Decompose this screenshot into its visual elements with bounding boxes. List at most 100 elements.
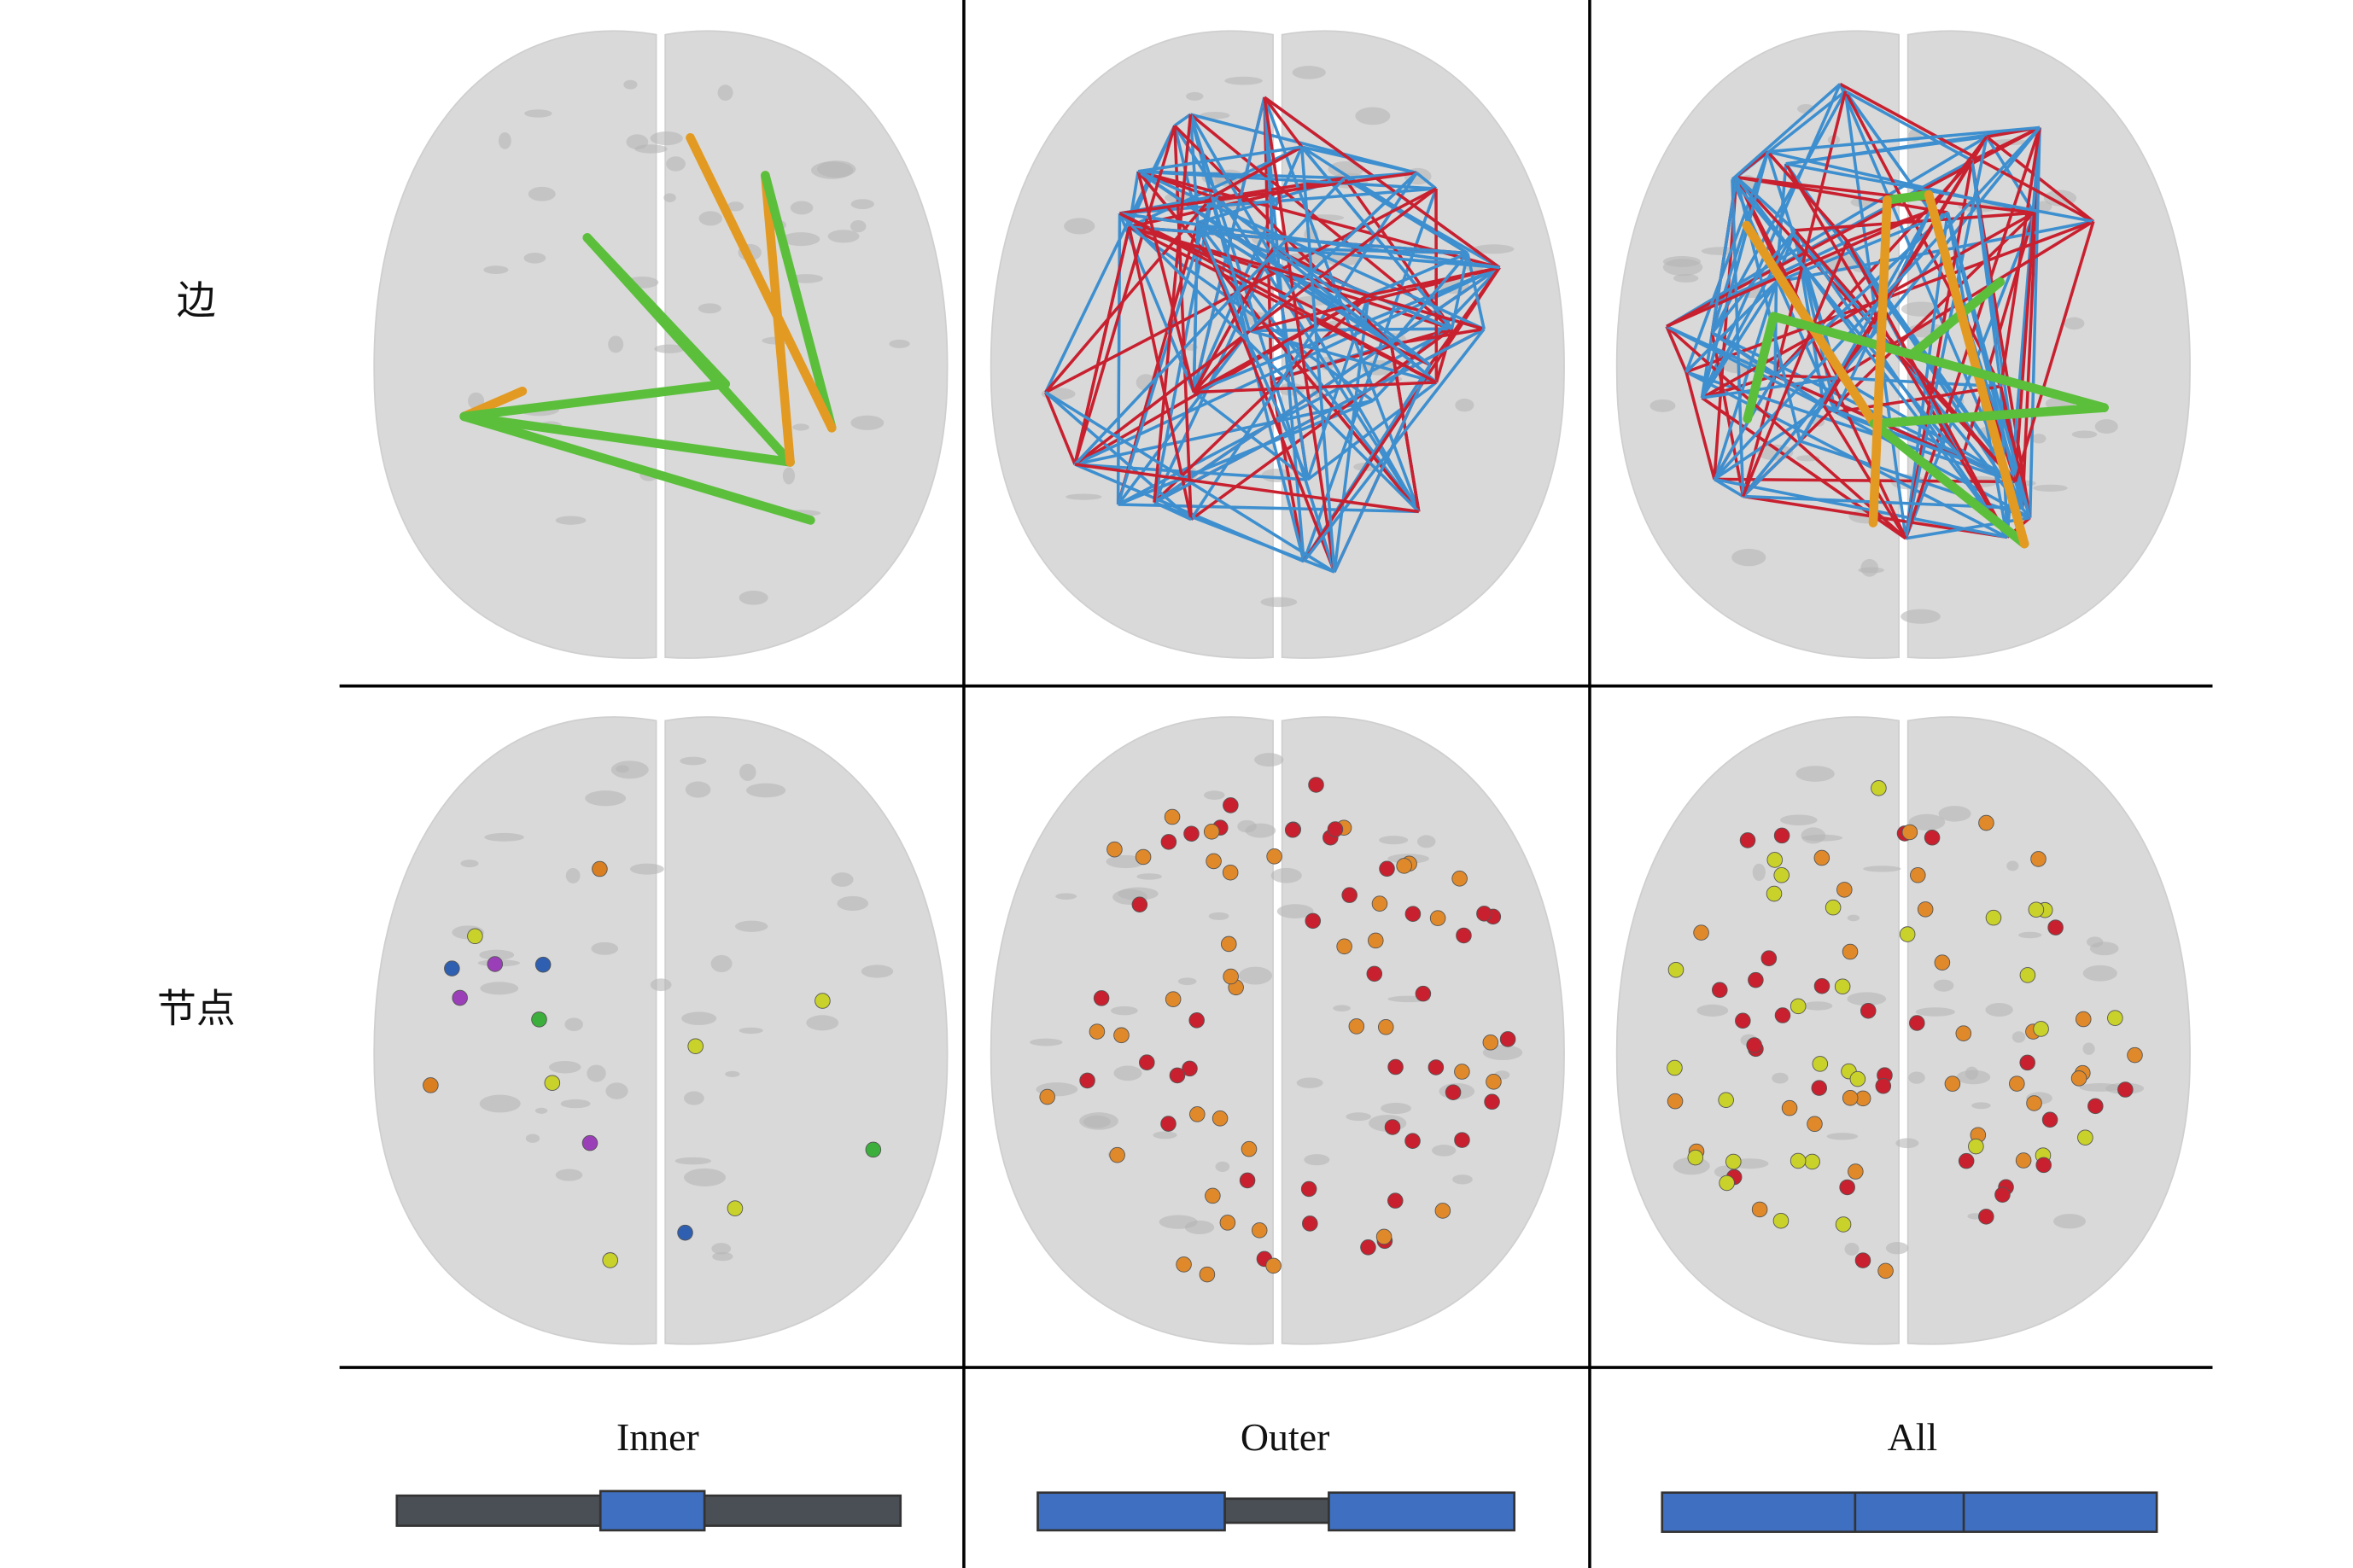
brain-sulcus [564,1017,583,1031]
brain-sulcus [2064,317,2085,330]
column-label: Inner [616,1415,699,1459]
node [602,1252,619,1268]
edge [1795,211,2035,232]
edge [1731,83,1842,181]
node [1813,849,1830,866]
node [1899,926,1916,942]
node [1387,1192,1404,1209]
node [1877,1262,1894,1279]
brain-sulcus [1296,1077,1323,1088]
node [1429,910,1446,926]
node [1428,1059,1445,1075]
edge [1735,176,1796,232]
node [1266,848,1282,865]
node [1748,971,1764,988]
node [1300,1180,1317,1198]
node [1135,848,1152,866]
node [1160,1116,1176,1132]
node [1308,777,1324,793]
brain-sulcus [1673,273,1699,283]
node [1379,860,1395,877]
node [1284,821,1301,838]
node [1219,1215,1236,1231]
edge [459,411,815,525]
brain-sulcus [1254,753,1284,767]
edge [2013,213,2036,482]
node [1476,906,1492,922]
node [1871,780,1887,796]
brain-sulcus [1159,1215,1198,1229]
node [1239,1172,1256,1189]
edge [1044,391,1335,574]
brain-sulcus [587,1064,606,1082]
edge [1904,212,1949,539]
brain-sulcus [548,1061,581,1074]
edge [1118,212,1420,513]
brain-sulcus [634,144,668,154]
node [2009,1075,2025,1092]
brain-sulcus [1662,259,1703,277]
brain-sulcus [1801,827,1826,844]
brain-sulcus [1224,76,1263,85]
node [1212,1110,1229,1127]
brain-sulcus [790,201,814,215]
node [1725,1153,1742,1170]
edge [1263,96,1336,573]
brain-sulcus [745,783,786,798]
brain-hemisphere [1906,716,2191,1345]
node [1160,834,1177,850]
edge [1450,253,1469,329]
brain-sulcus [484,832,524,842]
edge [1194,381,1437,394]
edge [1196,222,1336,573]
brain-sulcus [1847,914,1860,922]
node [1404,906,1422,922]
brain-sulcus [1965,1066,1979,1080]
node [1667,1059,1683,1076]
brain-sulcus [827,230,860,243]
node [1336,938,1352,955]
brain-sulcus [1860,558,1879,577]
brain-sulcus [666,156,686,172]
edge [1044,391,1193,521]
brain-sulcus [1208,912,1229,920]
edge [1999,127,2041,388]
node [1371,895,1388,912]
edge [1714,477,2008,539]
brain-hemisphere [664,716,949,1345]
node [1241,1140,1258,1157]
node [2015,1152,2032,1169]
node [1910,866,1926,883]
brain-sulcus [850,415,885,430]
brain-sulcus [712,1251,733,1262]
node [1968,1138,1984,1155]
brain-sulcus [591,941,619,955]
node [1735,1012,1751,1029]
node [1404,1133,1421,1149]
edge [1073,125,1176,465]
brain-sulcus [1795,766,1835,782]
edge [1271,248,1310,481]
brain-sulcus [1933,979,1954,992]
edge [582,233,731,389]
node [1836,882,1853,898]
node [2087,1098,2104,1115]
brain-sulcus [1772,1072,1789,1084]
edge [1119,171,1417,215]
node [1739,832,1756,848]
edge [1263,96,1304,149]
brain-sulcus [698,211,722,226]
node [1924,829,1941,846]
node [1860,1002,1877,1019]
edge [1684,371,1716,480]
brain-sulcus [1885,1242,1909,1255]
node [865,1141,882,1158]
brain-sulcus [1731,548,1766,567]
range-bar [395,1489,902,1532]
node [1944,1075,1961,1092]
column-label: All [1888,1415,1938,1459]
edge [1044,392,1077,465]
edge [1416,172,1438,190]
node [1719,1175,1735,1192]
node [1994,1186,2011,1203]
